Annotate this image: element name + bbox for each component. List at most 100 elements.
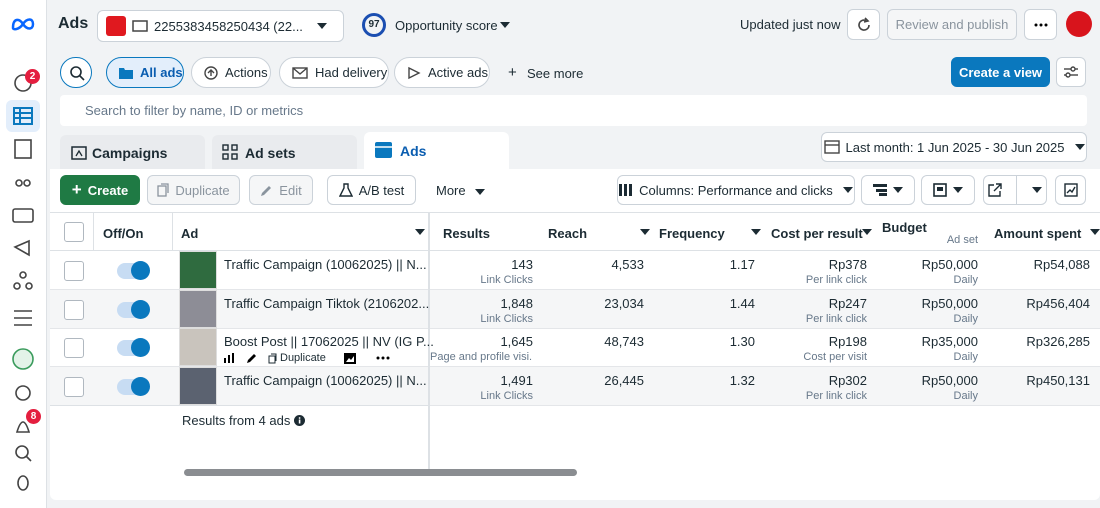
select-all-checkbox[interactable] — [64, 222, 84, 242]
col-divider — [93, 212, 94, 251]
chip-label: All ads — [140, 65, 183, 80]
settings-button[interactable] — [1056, 57, 1086, 87]
footer-text: Results from 4 ads — [182, 413, 291, 428]
table-row[interactable] — [50, 367, 1100, 406]
tab[interactable]: Campaigns — [60, 135, 205, 169]
column-header[interactable]: Frequency — [659, 226, 725, 241]
search-button[interactable] — [60, 57, 92, 88]
column-header[interactable]: Budget — [882, 220, 927, 235]
chart-button[interactable] — [1055, 175, 1086, 205]
scrollbar[interactable] — [184, 469, 577, 476]
ad-name[interactable]: Traffic Campaign (10062025) || N... — [224, 257, 427, 272]
account-id: 2255383458250434 (22... — [154, 18, 303, 34]
ad-thumbnail — [179, 328, 217, 366]
breakdown-button[interactable] — [861, 175, 915, 205]
row-checkbox[interactable] — [64, 377, 84, 397]
score-badge: 97 — [362, 13, 386, 37]
tab-label: Ad sets — [245, 145, 296, 161]
ad-name[interactable]: Traffic Campaign (10062025) || N... — [224, 373, 427, 388]
edit-button[interactable]: Edit — [249, 175, 313, 205]
dropdown-arrow[interactable] — [415, 229, 425, 235]
row-checkbox[interactable] — [64, 300, 84, 320]
table-row[interactable] — [50, 251, 1100, 290]
nav-icons[interactable] — [12, 139, 34, 389]
cost-type: Per link click — [805, 274, 867, 286]
more-menu[interactable]: More — [436, 183, 486, 198]
budget: Rp50,000 — [921, 257, 978, 272]
more-icon[interactable] — [376, 356, 390, 360]
reports-button[interactable] — [921, 175, 975, 205]
dropdown-arrow[interactable] — [751, 229, 761, 235]
app-title: Ads — [58, 15, 89, 32]
badge: 2 — [25, 69, 40, 84]
header-divider — [50, 250, 1100, 251]
budget-type: Daily — [953, 313, 978, 325]
row-checkbox[interactable] — [64, 338, 84, 358]
budget: Rp50,000 — [921, 296, 978, 311]
amount-spent: Rp456,404 — [1026, 296, 1090, 311]
meta-logo — [11, 18, 35, 31]
filter-chip[interactable]: Active ads — [394, 57, 490, 88]
date-range-label: Last month: 1 Jun 2025 - 30 Jun 2025 — [845, 139, 1065, 155]
budget-type: Daily — [953, 390, 978, 402]
table-row[interactable] — [50, 290, 1100, 329]
results-footer: Results from 4 ads — [182, 413, 305, 428]
see-more[interactable]: See more — [527, 66, 584, 81]
duplicate-action[interactable]: Duplicate — [268, 352, 326, 364]
nav-icons-bottom[interactable] — [12, 382, 34, 494]
toggle-knob — [131, 338, 150, 357]
budget-type: Daily — [953, 274, 978, 286]
column-header[interactable]: Results — [443, 226, 490, 241]
results-type: Link Clicks — [480, 313, 533, 325]
dropdown-arrow — [316, 23, 327, 29]
frozen-divider — [428, 212, 430, 470]
create-button[interactable]: + Create — [60, 175, 140, 205]
create-view-button[interactable]: Create a view — [951, 57, 1050, 87]
ad-name[interactable]: Boost Post || 17062025 || NV (IG P... — [224, 334, 434, 349]
more-button[interactable] — [1024, 9, 1057, 40]
preview-icon[interactable] — [343, 352, 356, 364]
edit-icon[interactable] — [246, 352, 258, 364]
dropdown-arrow[interactable] — [1090, 229, 1100, 235]
column-header[interactable]: Amount spent — [994, 226, 1082, 241]
dropdown-arrow — [500, 22, 510, 28]
tab[interactable]: Ad sets — [212, 135, 357, 169]
toggle-knob — [131, 300, 150, 319]
tab-active[interactable]: Ads — [364, 132, 509, 169]
dropdown-arrow — [953, 187, 963, 193]
column-header[interactable]: Off/On — [103, 226, 144, 241]
insights-icon[interactable] — [224, 353, 236, 363]
review-publish-button[interactable]: Review and publish — [887, 9, 1017, 40]
duplicate-label: Duplicate — [175, 182, 230, 198]
export-button[interactable] — [983, 175, 1047, 205]
ad-name[interactable]: Traffic Campaign Tiktok (2106202... — [224, 296, 430, 311]
row-checkbox[interactable] — [64, 261, 84, 281]
dropdown-arrow[interactable] — [640, 229, 650, 235]
columns-button[interactable]: Columns: Performance and clicks — [617, 175, 855, 205]
account-selector[interactable]: 2255383458250434 (22... — [97, 10, 344, 42]
score-label[interactable]: Opportunity score — [395, 18, 498, 33]
refresh-button[interactable] — [847, 9, 880, 40]
column-header[interactable]: Reach — [548, 226, 588, 241]
reach: 4,533 — [611, 257, 644, 272]
dropdown-arrow[interactable] — [862, 229, 872, 235]
duplicate-button[interactable]: Duplicate — [147, 175, 240, 205]
ab-test-button[interactable]: A/B test — [327, 175, 416, 205]
col-divider — [172, 212, 173, 251]
frequency: 1.17 — [729, 257, 755, 272]
nav-active[interactable] — [6, 100, 40, 132]
duplicate-label: Duplicate — [280, 352, 326, 364]
date-range[interactable]: Last month: 1 Jun 2025 - 30 Jun 2025 — [821, 132, 1087, 162]
filter-chip[interactable]: Had delivery — [279, 57, 389, 88]
column-header[interactable]: Ad — [181, 226, 199, 241]
search-input[interactable]: Search to filter by name, ID or metrics — [60, 95, 1087, 126]
tab-label: Ads — [400, 143, 427, 159]
reach: 23,034 — [604, 296, 644, 311]
avatar[interactable] — [1066, 11, 1092, 37]
tab-label: Campaigns — [92, 145, 168, 161]
results-type: Link Clicks — [480, 274, 533, 286]
filter-chip[interactable]: Actions — [191, 57, 271, 88]
filter-chip[interactable]: All ads — [106, 57, 184, 88]
toggle-knob — [131, 377, 150, 396]
column-header[interactable]: Cost per result — [771, 226, 863, 241]
